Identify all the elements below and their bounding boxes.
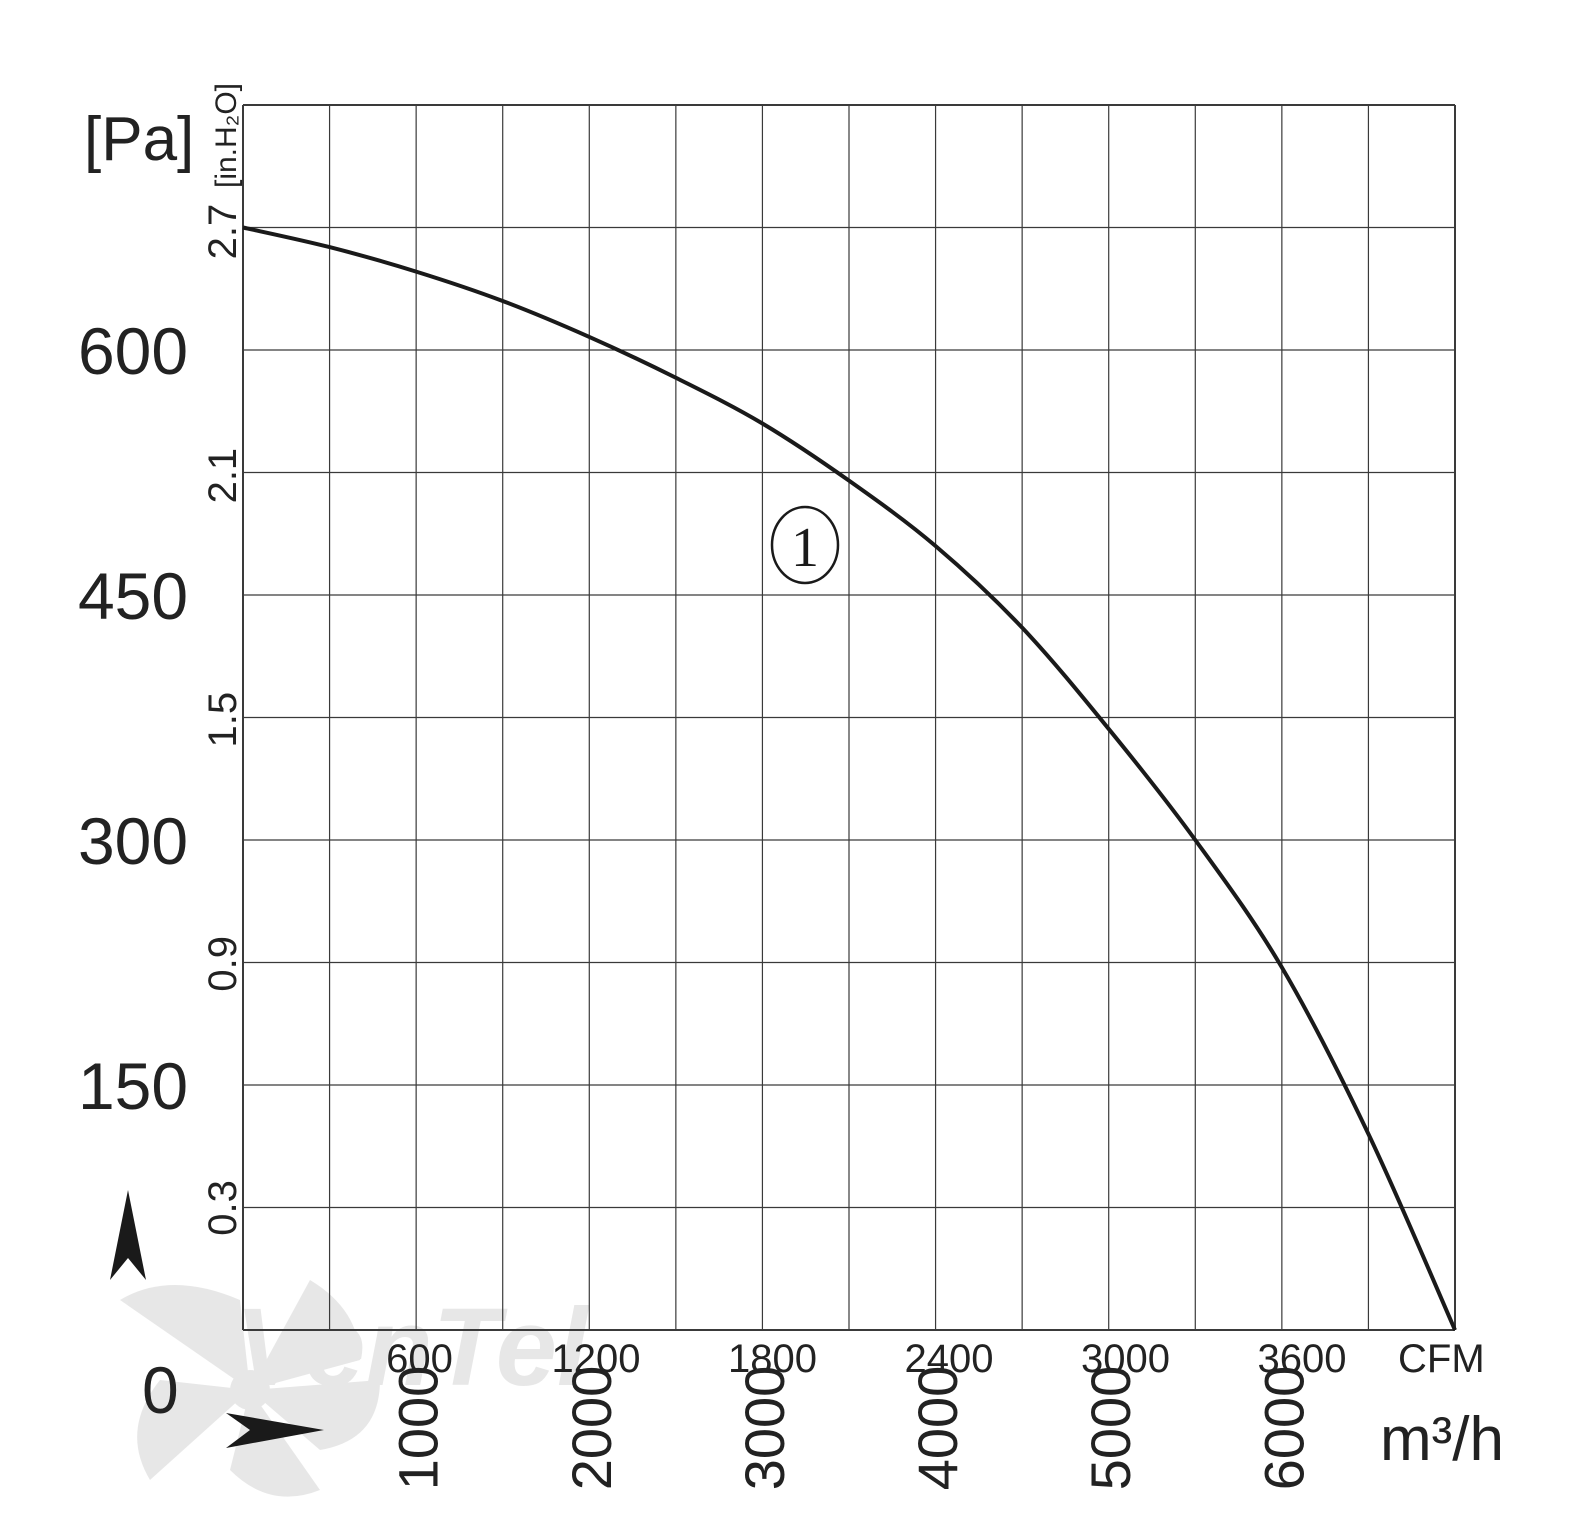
x2-tick-label: 2400 <box>905 1337 994 1381</box>
y-tick-label: 600 <box>78 314 188 388</box>
y2-tick-label: 0.3 <box>201 1180 245 1236</box>
x2-tick-label: 3600 <box>1258 1337 1347 1381</box>
x-direction-arrow-icon <box>226 1413 324 1448</box>
y-zero-label: 0 <box>142 1353 179 1427</box>
x-tick-label: 6000 <box>1252 1366 1315 1491</box>
y-tick-label: 450 <box>78 559 188 633</box>
y2-tick-label: 0.9 <box>201 936 245 992</box>
x2-tick-label: 1800 <box>728 1337 817 1381</box>
curve-marker: 1 <box>770 505 840 585</box>
y2-tick-label: 2.1 <box>201 448 245 504</box>
grid <box>242 104 1456 1331</box>
x2-tick-label: 3000 <box>1081 1337 1170 1381</box>
x-tick-label: 5000 <box>1079 1366 1142 1491</box>
x-tick-label: 4000 <box>906 1366 969 1491</box>
y2-axis-label: [in.H₂O] <box>210 83 243 188</box>
x2-tick-label: 600 <box>386 1337 453 1381</box>
watermark-text: VenTel <box>235 1286 590 1409</box>
y-tick-label: 150 <box>78 1049 188 1123</box>
series-line-1 <box>242 225 1457 1331</box>
x-tick-label: 2000 <box>560 1366 623 1491</box>
x-axis-label: m³/h <box>1380 1405 1504 1474</box>
axes-labels: 150 300 450 600 0.3 0.9 1.5 2.1 2.7 600 1200 1800 24… <box>78 204 1347 1491</box>
x2-axis-label: CFM <box>1398 1337 1485 1381</box>
y2-tick-label: 2.7 <box>201 204 245 260</box>
y2-tick-label: 1.5 <box>201 692 245 748</box>
y-direction-arrow-icon <box>110 1190 146 1280</box>
x-tick-label: 1000 <box>387 1366 450 1491</box>
x2-tick-label: 1200 <box>552 1337 641 1381</box>
y-axis-label: [Pa] <box>84 105 194 174</box>
fan-icon <box>120 1280 380 1497</box>
x-tick-label: 3000 <box>733 1366 796 1491</box>
curve-marker-label: 1 <box>791 517 819 579</box>
curve-marker-circle <box>770 505 840 585</box>
watermark-logo: VenTel <box>120 1280 590 1497</box>
y-tick-label: 300 <box>78 804 188 878</box>
